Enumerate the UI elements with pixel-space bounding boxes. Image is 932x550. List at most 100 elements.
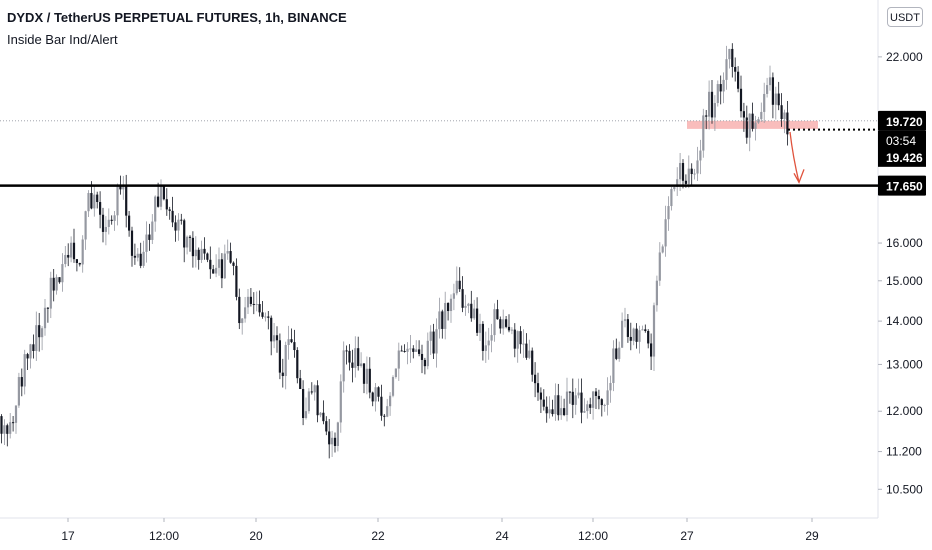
candle [23, 349, 26, 395]
candle-body [9, 422, 12, 434]
candle [255, 291, 258, 312]
last-price-tag-text: 19.720 [886, 115, 923, 129]
candle [241, 317, 244, 335]
current-price-tag[interactable]: 03:54 19.426 [878, 130, 926, 167]
price-tick-label: 12.000 [886, 404, 923, 418]
candle-body [316, 385, 319, 416]
candle [394, 368, 397, 379]
candle-body [641, 329, 644, 331]
candle [368, 357, 371, 399]
candle-body [357, 348, 360, 366]
candle [148, 223, 151, 251]
candle-body [626, 319, 629, 337]
candle [133, 243, 136, 265]
time-tick-label: 20 [249, 529, 263, 543]
candle-body [17, 377, 20, 406]
arrow-annotation[interactable] [789, 131, 800, 183]
candle-body [652, 305, 656, 357]
candle-body [38, 325, 41, 338]
candle-body [206, 253, 209, 260]
candle [510, 327, 513, 335]
indicator-label[interactable]: Inside Bar Ind/Alert [7, 32, 118, 47]
candle-body [104, 226, 107, 232]
candle [594, 387, 598, 410]
candle [203, 237, 206, 260]
candle [638, 325, 641, 354]
candle-body [336, 422, 339, 446]
candle-body [75, 259, 78, 264]
candle-body [476, 308, 479, 333]
currency-badge[interactable]: USDT [887, 7, 923, 27]
candle [568, 391, 571, 404]
candle [217, 247, 221, 276]
candle [128, 211, 131, 237]
candle-body [783, 112, 786, 119]
candle [597, 389, 600, 410]
level-price-tag[interactable]: 17.650 [878, 175, 926, 196]
candle-body [696, 160, 699, 174]
candle-body [20, 377, 23, 387]
candle-body [571, 391, 574, 405]
candle [52, 268, 55, 302]
candle-body [496, 309, 499, 320]
candle [534, 362, 537, 398]
candle-body [444, 302, 447, 329]
candle-body [438, 311, 441, 330]
candle [412, 345, 415, 359]
candle [339, 374, 342, 433]
candle [17, 372, 20, 408]
candle [354, 336, 357, 378]
candle-body [623, 319, 627, 321]
candle-body [751, 113, 754, 129]
price-tick-label: 22.000 [886, 50, 923, 64]
candle-body [281, 372, 284, 377]
candle [362, 362, 366, 394]
candle [162, 185, 165, 201]
candle-body [212, 269, 215, 274]
candle [252, 292, 255, 315]
candle [415, 340, 418, 352]
candle-body [342, 350, 345, 382]
candle [371, 391, 374, 407]
candle-body [3, 425, 6, 434]
candle-body [565, 391, 569, 416]
candle-body [452, 293, 455, 299]
candle-body [302, 388, 305, 419]
candle [348, 344, 351, 371]
candle [513, 323, 516, 358]
candle-body [536, 383, 540, 393]
candle [565, 377, 569, 422]
candle-body [165, 199, 168, 210]
candle-body [23, 354, 26, 387]
candle [783, 109, 786, 134]
candle [580, 378, 583, 424]
candle [278, 333, 281, 380]
candle-body [255, 304, 258, 306]
candle [496, 299, 499, 320]
candle [609, 375, 612, 403]
candle-body [354, 348, 357, 368]
candle-body [116, 186, 119, 216]
candle-body [183, 220, 186, 248]
candle-body [786, 112, 789, 135]
candle-body [270, 317, 273, 342]
candle [154, 195, 157, 232]
candle [125, 174, 128, 228]
candle [258, 290, 261, 317]
last-price-tag[interactable]: 19.720 [878, 110, 926, 131]
candle-body [490, 335, 493, 341]
candle-body [203, 248, 206, 254]
candle [473, 299, 476, 320]
candle [72, 228, 76, 263]
candle-body [394, 368, 397, 378]
candle [461, 276, 464, 313]
candle-body [368, 368, 371, 393]
candle [220, 253, 223, 289]
candle [606, 377, 609, 416]
candle-body [484, 345, 487, 351]
candle-body [679, 163, 682, 180]
candle-body [174, 222, 177, 231]
candle [716, 80, 719, 107]
candle [577, 378, 580, 399]
